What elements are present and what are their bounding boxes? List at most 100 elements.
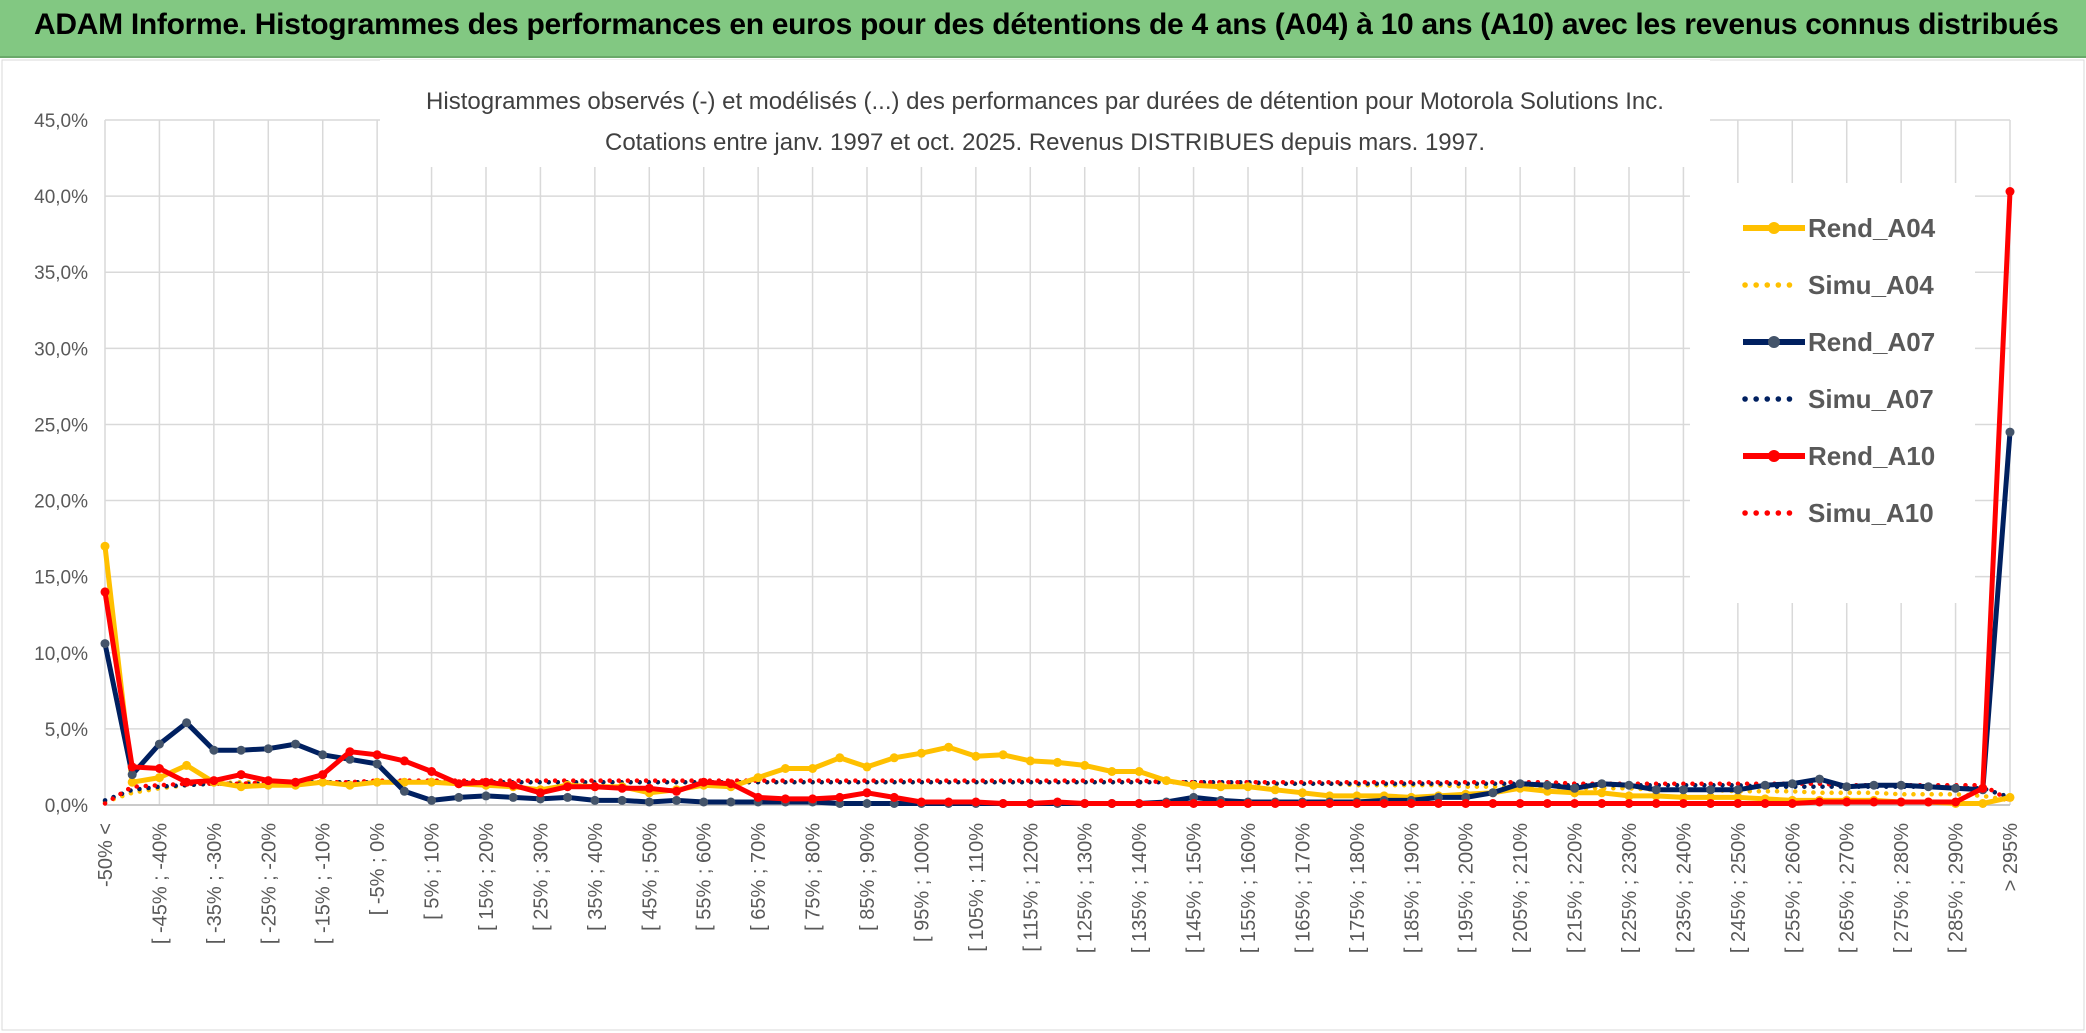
x-tick-label: [ 245% ; 250% — [1728, 823, 1750, 953]
y-tick-label: 35,0% — [34, 263, 88, 284]
data-point — [835, 753, 845, 763]
data-point — [399, 786, 409, 796]
x-tick-label: [ 155% ; 160% — [1238, 823, 1260, 953]
data-point — [236, 782, 246, 792]
data-point — [835, 792, 845, 802]
x-tick-label: [ 65% ; 70% — [748, 823, 770, 931]
legend: Rend_A04 Simu_A04 Rend_A07 Simu_A07 Rend_A10… — [1690, 183, 1975, 603]
data-point — [427, 777, 437, 787]
data-point — [236, 770, 246, 780]
x-tick-label: [ 165% ; 170% — [1292, 823, 1314, 953]
legend-marker — [1768, 336, 1780, 348]
data-point — [1270, 785, 1280, 795]
x-tick-label: [ -5% ; 0% — [367, 823, 389, 915]
data-point — [998, 799, 1008, 808]
data-point — [1379, 799, 1389, 808]
x-tick-label: [ 185% ; 190% — [1401, 823, 1423, 953]
data-point — [399, 777, 409, 787]
data-point — [1651, 799, 1661, 808]
data-point — [1243, 782, 1253, 792]
x-tick-label: [ 175% ; 180% — [1347, 823, 1369, 953]
data-point — [1080, 760, 1090, 770]
data-point — [372, 777, 382, 787]
data-point — [1978, 783, 1988, 793]
data-point — [1842, 782, 1852, 792]
data-point — [617, 795, 627, 805]
data-point — [182, 760, 192, 770]
data-point — [1787, 779, 1797, 789]
data-point — [1297, 788, 1307, 798]
data-point — [454, 779, 464, 789]
x-tick-label: [ 55% ; 60% — [694, 823, 716, 931]
data-point — [318, 777, 328, 787]
data-point — [1896, 797, 1906, 807]
data-point — [1352, 799, 1362, 808]
data-point — [1325, 799, 1335, 808]
data-point — [1951, 797, 1961, 807]
report-banner: ADAM Informe. Histogrammes des performan… — [0, 0, 2086, 58]
data-point — [1216, 782, 1226, 792]
legend-item-simu_a04: Simu_A04 — [1742, 270, 1934, 300]
data-point — [944, 742, 954, 752]
data-point — [182, 777, 192, 787]
data-point — [2005, 792, 2015, 802]
data-point — [1406, 799, 1416, 808]
data-point — [726, 797, 736, 807]
data-point — [672, 795, 681, 805]
legend-label: Simu_A04 — [1808, 270, 1934, 300]
data-point — [1869, 797, 1879, 807]
y-axis: 0,0% 5,0% 10,0% 15,0% 20,0% 25,0% 30,0% 35,0% 40… — [34, 111, 88, 817]
data-point — [617, 783, 627, 793]
y-tick-label: 10,0% — [34, 644, 88, 665]
data-point — [1488, 788, 1498, 798]
data-point — [2005, 427, 2015, 437]
chart-area: 0,0% 5,0% 10,0% 15,0% 20,0% 25,0% 30,0% 35,0% 40… — [1, 59, 2085, 1031]
data-point — [508, 780, 518, 790]
data-point — [889, 753, 899, 763]
data-point — [1243, 799, 1253, 808]
x-tick-label: [ 115% ; 120% — [1020, 823, 1042, 952]
data-point — [1053, 797, 1062, 807]
x-tick-label: [ 85% ; 90% — [857, 823, 879, 931]
data-point — [1080, 799, 1090, 808]
x-tick-label: [ 105% ; 110% — [966, 823, 988, 952]
legend-marker — [1768, 450, 1780, 462]
data-point — [590, 782, 600, 792]
data-point — [971, 797, 981, 807]
x-tick-label: [ 285% ; 290% — [1946, 823, 1968, 953]
title-background — [380, 60, 1710, 167]
data-point — [1216, 799, 1226, 808]
data-point — [1760, 780, 1770, 790]
data-point — [345, 747, 355, 757]
data-point — [100, 639, 110, 649]
data-point — [1597, 788, 1607, 798]
data-point — [1896, 780, 1906, 790]
x-tick-label: [ 125% ; 130% — [1075, 823, 1097, 953]
x-tick-label: [ 5% ; 10% — [422, 823, 444, 920]
data-point — [291, 777, 300, 787]
data-point — [1161, 776, 1171, 786]
x-tick-label: [ -25% ; -20% — [258, 823, 280, 944]
y-tick-label: 5,0% — [45, 720, 88, 741]
data-point — [1923, 782, 1933, 792]
data-point — [1733, 799, 1743, 808]
legend-box — [1690, 183, 1975, 603]
data-point — [1189, 799, 1199, 808]
x-tick-label: -50% < — [95, 823, 117, 887]
x-tick-label: [ 215% ; 220% — [1565, 823, 1587, 953]
data-point — [1951, 783, 1961, 793]
data-point — [1134, 799, 1144, 808]
data-point — [1488, 799, 1498, 808]
data-point — [916, 748, 926, 758]
data-point — [916, 797, 926, 807]
x-tick-label: [ 235% ; 240% — [1673, 823, 1695, 953]
data-point — [944, 797, 954, 807]
legend-item-simu_a10: Simu_A10 — [1742, 498, 1934, 528]
data-point — [780, 794, 790, 804]
data-point — [1025, 799, 1035, 808]
series-rend_a10 — [100, 187, 2015, 808]
data-point — [427, 767, 437, 776]
data-point — [808, 794, 818, 804]
data-point — [1678, 785, 1688, 795]
data-point — [672, 786, 681, 796]
